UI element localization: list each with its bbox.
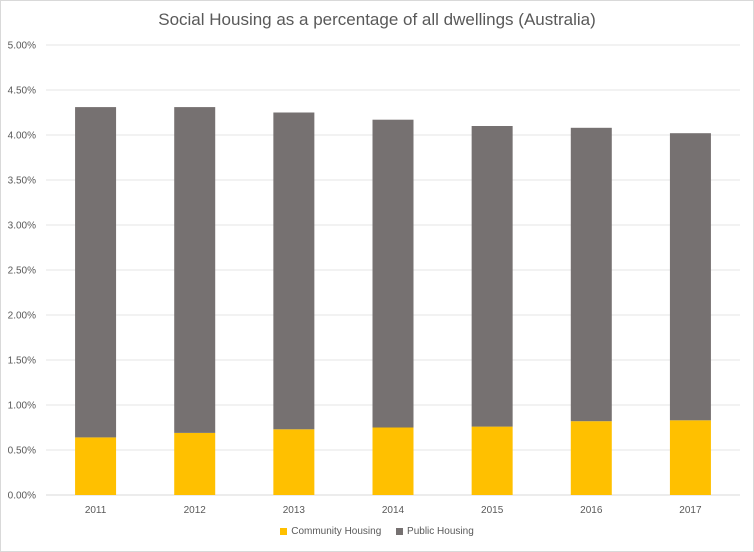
y-tick-label: 3.50% <box>8 176 36 187</box>
x-tick-label: 2014 <box>382 505 405 516</box>
y-tick-label: 5.00% <box>8 41 36 52</box>
x-tick-label: 2016 <box>580 505 603 516</box>
x-axis: 2011 2012 2013 2014 2015 2016 2017 <box>85 505 702 516</box>
y-tick-label: 0.00% <box>8 491 36 502</box>
legend: Community Housing Public Housing <box>0 526 754 538</box>
bar-community-housing <box>372 427 414 495</box>
bar-public-housing <box>273 112 315 430</box>
legend-item-community: Community Housing <box>280 526 381 537</box>
y-tick-label: 4.50% <box>8 86 36 97</box>
x-tick-label: 2017 <box>679 505 702 516</box>
bar-community-housing <box>669 420 711 495</box>
y-tick-label: 1.50% <box>8 356 36 367</box>
bar-public-housing <box>669 133 711 421</box>
y-tick-label: 2.00% <box>8 311 36 322</box>
x-tick-label: 2015 <box>481 505 504 516</box>
bar-community-housing <box>570 421 612 495</box>
bar-community-housing <box>273 429 315 495</box>
legend-swatch-public <box>396 528 404 535</box>
bar-public-housing <box>75 107 117 438</box>
bar-community-housing <box>174 432 216 495</box>
legend-label-public: Public Housing <box>407 526 474 537</box>
y-tick-label: 2.50% <box>8 266 36 277</box>
bars <box>75 107 711 495</box>
bar-community-housing <box>75 437 117 495</box>
bar-public-housing <box>174 107 216 433</box>
chart-title: Social Housing as a percentage of all dw… <box>158 10 596 29</box>
y-axis: 0.00% 0.50% 1.00% 1.50% 2.00% 2.50% 3.00% 3.50%… <box>8 41 36 502</box>
x-tick-label: 2012 <box>184 505 207 516</box>
y-tick-label: 0.50% <box>8 446 36 457</box>
legend-swatch-community <box>280 528 288 535</box>
x-tick-label: 2013 <box>283 505 306 516</box>
legend-label-community: Community Housing <box>291 526 382 537</box>
legend-item-public: Public Housing <box>396 526 474 537</box>
y-tick-label: 3.00% <box>8 221 36 232</box>
x-tick-label: 2011 <box>85 505 107 516</box>
bar-community-housing <box>471 426 513 495</box>
bar-public-housing <box>471 126 513 427</box>
bar-public-housing <box>372 119 414 428</box>
bar-public-housing <box>570 127 612 422</box>
y-tick-label: 1.00% <box>8 401 36 412</box>
y-tick-label: 4.00% <box>8 131 36 142</box>
